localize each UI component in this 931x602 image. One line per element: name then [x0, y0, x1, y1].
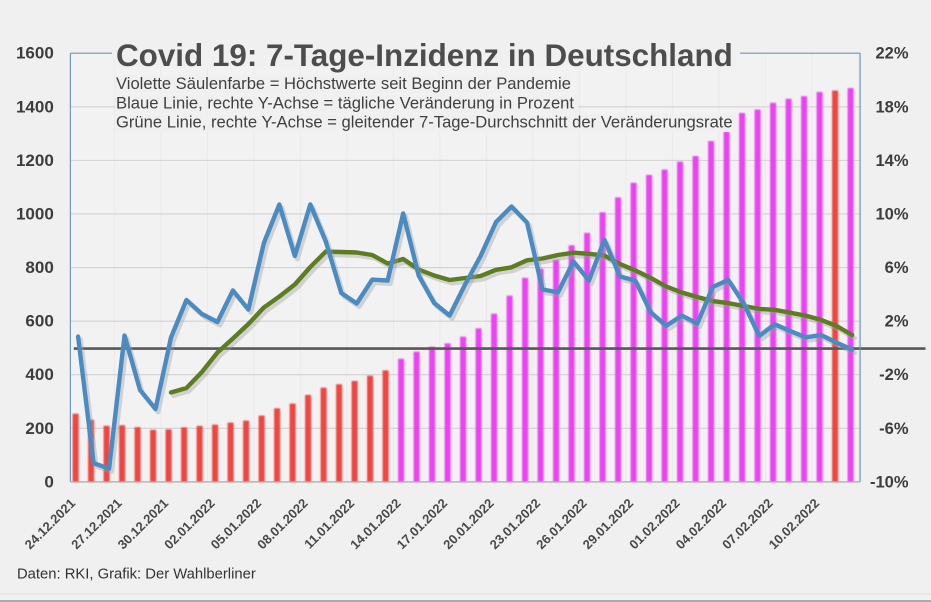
- svg-text:1600: 1600: [16, 44, 54, 63]
- svg-text:Covid 19: 7-Tage-Inzidenz in D: Covid 19: 7-Tage-Inzidenz in Deutschland: [116, 38, 733, 73]
- svg-text:2%: 2%: [885, 313, 909, 331]
- svg-text:1000: 1000: [16, 204, 54, 223]
- svg-text:200: 200: [25, 419, 53, 438]
- svg-text:14%: 14%: [875, 152, 908, 170]
- svg-text:800: 800: [25, 258, 53, 277]
- svg-text:-10%: -10%: [870, 473, 909, 491]
- svg-text:-2%: -2%: [879, 366, 909, 384]
- svg-text:-6%: -6%: [879, 420, 909, 438]
- svg-text:400: 400: [25, 365, 53, 384]
- svg-text:22%: 22%: [875, 45, 908, 63]
- svg-text:0: 0: [44, 472, 53, 491]
- svg-text:10%: 10%: [875, 205, 908, 223]
- svg-text:600: 600: [25, 312, 53, 331]
- svg-text:Blaue Linie, rechte Y-Achse =: Blaue Linie, rechte Y-Achse = tägliche V…: [116, 93, 574, 112]
- svg-text:6%: 6%: [885, 259, 909, 277]
- svg-text:18%: 18%: [875, 98, 908, 116]
- svg-text:Daten: RKI, Grafik: Der Wahlbe: Daten: RKI, Grafik: Der Wahlberliner: [17, 567, 256, 583]
- svg-text:Grüne Linie, rechte Y-Achse =: Grüne Linie, rechte Y-Achse = gleitender…: [116, 113, 733, 132]
- svg-text:1400: 1400: [16, 97, 54, 116]
- svg-text:1200: 1200: [16, 151, 54, 170]
- svg-text:Violette Säulenfarbe = Höchstw: Violette Säulenfarbe = Höchstwerte seit …: [116, 74, 571, 93]
